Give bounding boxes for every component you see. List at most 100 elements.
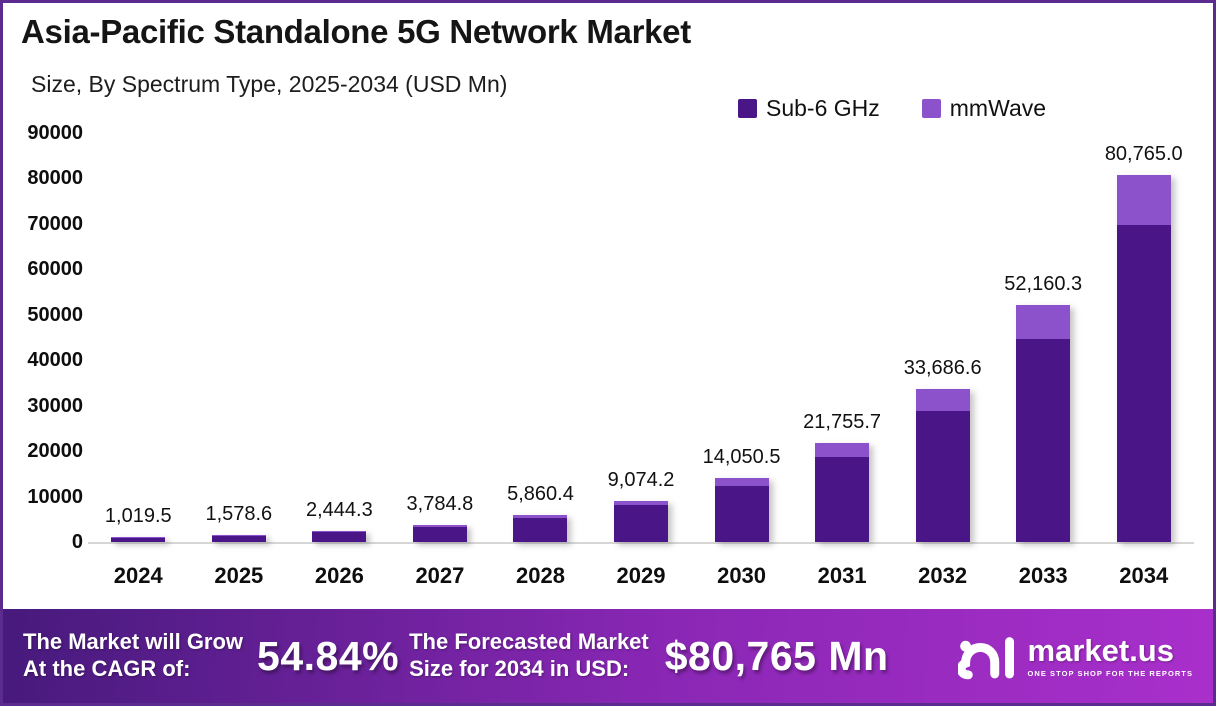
bar-group-2032: 33,686.6: [892, 357, 993, 542]
bar-segment-mmwave: [714, 478, 769, 487]
cagr-value: 54.84%: [257, 632, 400, 679]
y-axis-tick: 0: [71, 530, 83, 553]
bar-stack: [915, 388, 970, 542]
bar-stack: [1016, 304, 1071, 542]
bar-segment-sub6ghz: [714, 486, 769, 542]
bar-segment-sub6ghz: [1116, 224, 1171, 542]
plot-area: 1,019.5 1,578.6 2,444.3 3,784.8 5,860.4 9,074…: [88, 103, 1194, 542]
bar-segment-mmwave: [614, 500, 668, 505]
y-axis-tick: 60000: [27, 258, 83, 281]
bar-stack: [111, 536, 166, 542]
bar-segment-mmwave: [111, 536, 166, 538]
legend-label-mmwave: mmWave: [949, 95, 1047, 121]
bar-stack: [1116, 174, 1171, 542]
bar-segment-mmwave: [915, 388, 970, 411]
legend-item-sub6ghz: Sub-6 GHz: [738, 95, 880, 122]
bar-group-2025: 1,578.6: [189, 503, 290, 542]
bar-segment-sub6ghz: [412, 526, 467, 542]
bar-group-2031: 21,755.7: [792, 411, 893, 542]
bar-segment-sub6ghz: [111, 537, 166, 542]
x-axis-label-2032: 2032: [918, 563, 968, 588]
bar-stack: [211, 534, 266, 542]
bar-stack: [312, 530, 367, 542]
x-axis-label-2025: 2025: [214, 563, 264, 588]
bar-value-label: 52,160.3: [1004, 272, 1083, 295]
bar-value-label: 21,755.7: [803, 411, 882, 434]
bar-group-2027: 3,784.8: [390, 493, 491, 542]
y-axis-tick: 10000: [27, 485, 83, 508]
bar-group-2024: 1,019.5: [88, 505, 189, 542]
bar-stack: [714, 478, 769, 542]
bar-segment-mmwave: [1016, 304, 1071, 339]
marketus-logo[interactable]: market.us ONE STOP SHOP FOR THE REPORTS: [957, 630, 1193, 682]
forecast-value: $80,765 Mn: [664, 632, 889, 679]
bar-value-label: 14,050.5: [702, 446, 781, 469]
banner: The Market will Grow At the CAGR of: 54.…: [3, 609, 1213, 703]
bar-value-label: 33,686.6: [903, 356, 982, 379]
legend-item-mmwave: mmWave: [921, 95, 1047, 122]
bar-group-2028: 5,860.4: [490, 483, 591, 542]
x-axis-label-2026: 2026: [314, 563, 364, 588]
bar-value-label: 5,860.4: [507, 483, 574, 506]
bar-stack: [815, 443, 870, 542]
chart-subtitle: Size, By Spectrum Type, 2025-2034 (USD M…: [31, 71, 508, 97]
y-axis-tick: 90000: [27, 122, 83, 144]
bar-value-label: 2,444.3: [306, 498, 373, 521]
legend-label-sub6ghz: Sub-6 GHz: [766, 95, 880, 121]
x-axis-label-2024: 2024: [113, 563, 163, 588]
x-axis-label-2030: 2030: [717, 563, 767, 588]
bar-segment-sub6ghz: [312, 531, 367, 542]
chart-title: Asia-Pacific Standalone 5G Network Marke…: [21, 13, 691, 50]
y-axis-tick: 20000: [27, 440, 83, 463]
bar-stack: [412, 524, 467, 542]
bar-value-label: 1,578.6: [205, 502, 273, 525]
bar-stack: [513, 515, 568, 542]
x-axis-label-2028: 2028: [515, 563, 565, 588]
brand-tagline: ONE STOP SHOP FOR THE REPORTS: [1027, 668, 1193, 678]
bar-group-2034: 80,765.0: [1093, 143, 1194, 542]
bar-segment-sub6ghz: [1016, 338, 1071, 542]
x-axis-label-2029: 2029: [616, 563, 666, 588]
bar-segment-mmwave: [412, 524, 467, 527]
bar-segment-mmwave: [312, 530, 367, 532]
bar-group-2033: 52,160.3: [993, 273, 1094, 542]
bar-segment-sub6ghz: [211, 535, 266, 542]
bar-segment-sub6ghz: [614, 504, 668, 542]
marketus-logo-text: market.us ONE STOP SHOP FOR THE REPORTS: [1028, 635, 1193, 678]
x-axis-label-2034: 2034: [1119, 563, 1169, 588]
bar-segment-mmwave: [815, 443, 870, 458]
bar-group-2030: 14,050.5: [691, 446, 792, 542]
y-axis-tick: 50000: [27, 303, 83, 326]
cagr-label: The Market will Grow At the CAGR of:: [23, 629, 244, 681]
bar-segment-mmwave: [1116, 174, 1171, 225]
y-axis-tick: 30000: [27, 394, 83, 417]
y-axis-tick: 80000: [27, 167, 83, 190]
bar-segment-sub6ghz: [815, 457, 870, 542]
y-axis-tick: 70000: [27, 212, 83, 235]
marketus-logo-icon: [957, 637, 1014, 680]
brand-name: market.us: [1027, 632, 1174, 668]
bar-segment-mmwave: [211, 534, 266, 536]
legend-swatch-mmwave: [921, 99, 941, 118]
x-axis-label-2031: 2031: [817, 563, 867, 588]
bar-segment-mmwave: [513, 515, 568, 519]
bar-stack: [614, 500, 668, 542]
legend: Sub-6 GHz mmWave: [738, 95, 1046, 122]
y-axis-tick: 40000: [27, 349, 83, 372]
bar-segment-sub6ghz: [513, 518, 568, 542]
bar-segment-sub6ghz: [915, 410, 970, 542]
bar-value-label: 1,019.5: [104, 504, 172, 527]
bar-value-label: 3,784.8: [406, 492, 474, 515]
bar-value-label: 80,765.0: [1104, 142, 1183, 165]
x-axis: 2024 2025 2026 2027 2028 2029 2030 2031 2032 2033…: [88, 563, 1194, 589]
bar-value-label: 9,074.2: [607, 468, 675, 491]
legend-swatch-sub6ghz: [738, 99, 757, 118]
x-axis-label-2027: 2027: [415, 563, 465, 588]
bar-group-2029: 9,074.2: [591, 469, 692, 542]
x-axis-baseline: [88, 542, 1194, 544]
x-axis-label-2033: 2033: [1018, 563, 1068, 588]
forecast-label: The Forecasted Market Size for 2034 in U…: [409, 629, 649, 681]
bar-group-2026: 2,444.3: [289, 499, 390, 542]
chart-area: Asia-Pacific Standalone 5G Network Marke…: [3, 3, 1213, 609]
